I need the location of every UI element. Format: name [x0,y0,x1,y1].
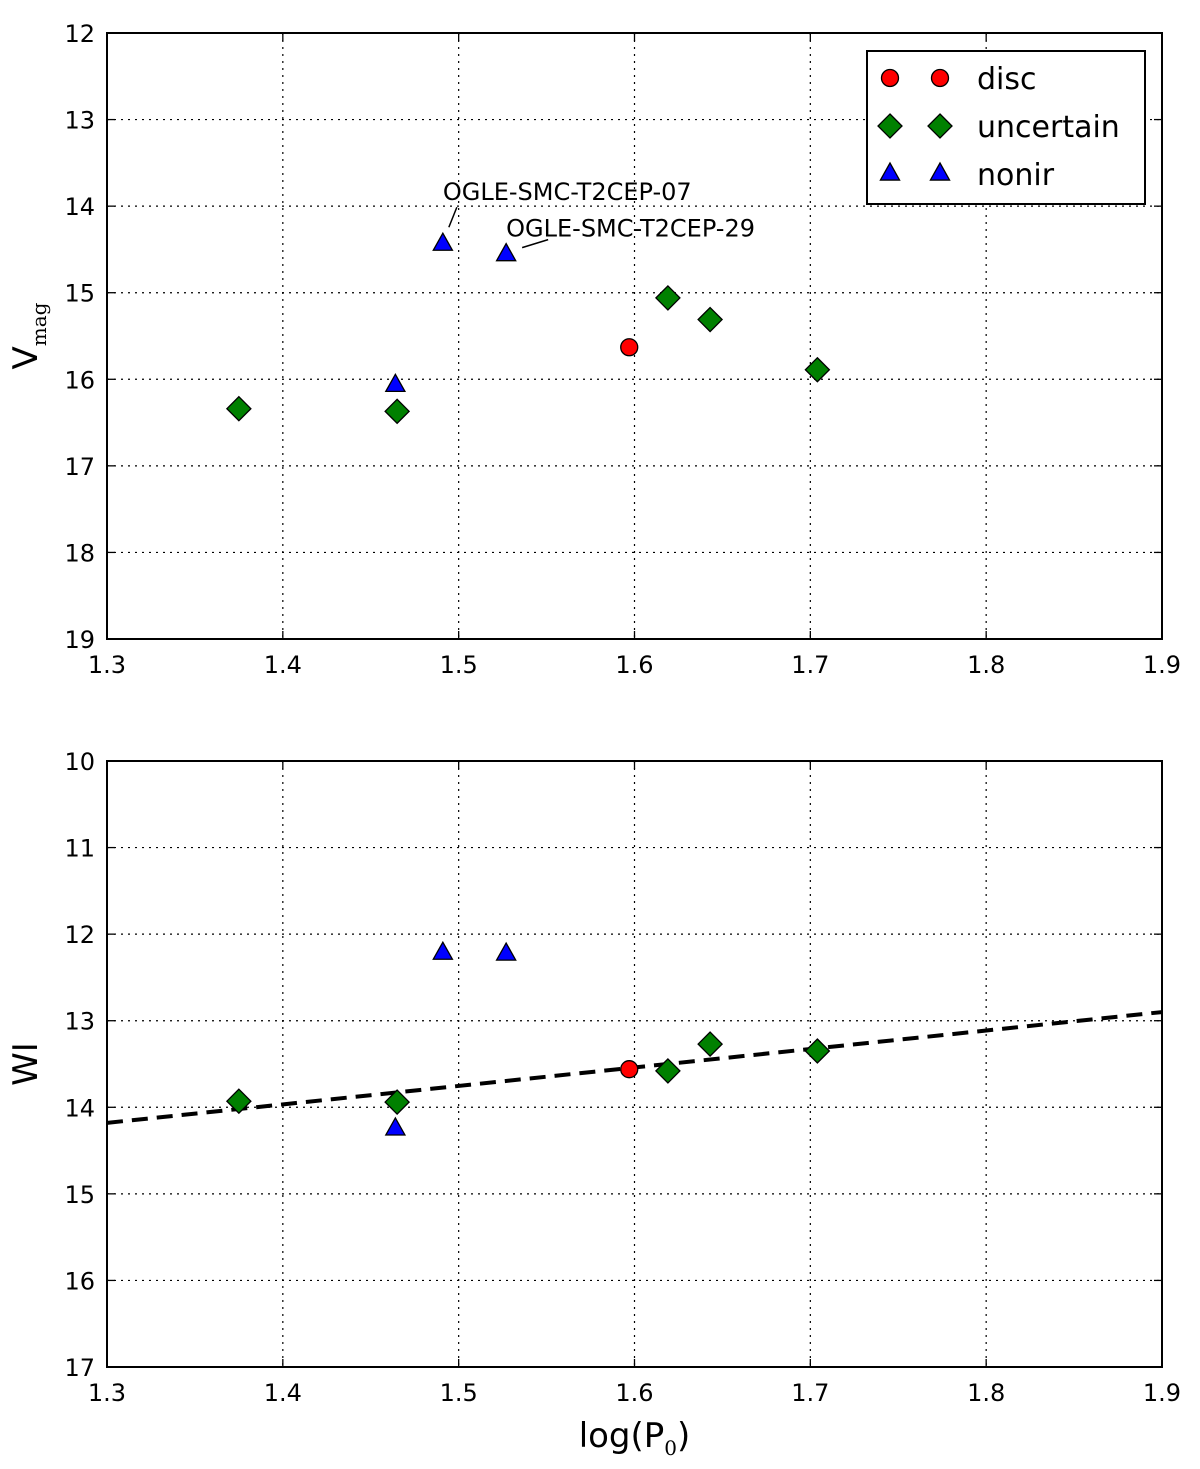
y-tick-label: 19 [64,626,95,654]
annotation-leader [448,206,458,228]
legend-label: uncertain [977,110,1120,145]
disc-point [620,338,639,357]
x-tick-label: 1.6 [615,1379,653,1407]
uncertain-point [384,1089,411,1116]
y-tick-label: 17 [64,453,95,481]
uncertain-point [384,398,411,425]
disc-point [620,1060,639,1079]
uncertain-point [225,395,252,422]
y-tick-label: 14 [64,1094,95,1122]
y-tick-label: 15 [64,1181,95,1209]
uncertain-point [804,1038,831,1064]
x-axis-label-main: log(P [579,1416,665,1456]
x-tick-label: 1.7 [791,1379,829,1407]
legend-marker [930,68,950,88]
y-axis-label: WI [6,1042,46,1086]
uncertain-point [225,1088,252,1115]
legend-marker [877,113,903,139]
legend-marker [879,161,901,181]
uncertain-point [697,306,724,333]
nonir-point [384,373,407,393]
y-tick-label: 13 [64,1008,95,1036]
legend-marker [927,113,953,139]
x-tick-label: 1.7 [791,651,829,679]
chart-1: 1.3 1.4 1.5 1.6 1.7 1.8 1.9 12 13 14 15 16 17 18 19 OGL… [6,20,1181,679]
x-tick-label: 1.5 [440,651,478,679]
legend-label: disc [977,62,1037,97]
x-tick-label: 1.8 [967,651,1005,679]
uncertain-point [654,284,681,311]
x-tick-label: 1.8 [967,1379,1005,1407]
legend-item-nonir: nonir [879,158,1055,193]
x-tick-label: 1.6 [615,651,653,679]
legend: disc uncertain nonir [866,50,1146,205]
annotation-label: OGLE-SMC-T2CEP-07 [443,178,692,206]
axes-frame [106,760,1163,1368]
y-tick-label: 11 [64,835,95,863]
nonir-point [432,940,454,960]
y-tick-label: 12 [64,20,95,48]
chart-2: 1.3 1.4 1.5 1.6 1.7 1.8 1.9 10 11 12 13 14 15 16 17 WI l… [6,748,1181,1460]
y-tick-label: 17 [64,1354,95,1382]
y-tick-label: 18 [64,539,95,567]
annotation-label: OGLE-SMC-T2CEP-29 [506,215,755,243]
x-axis-label-sub: 0 [664,1436,677,1460]
legend-item-disc: disc [880,62,1037,97]
nonir-point [495,941,517,961]
x-axis-label-suffix: ) [677,1416,690,1456]
x-tick-label: 1.4 [264,1379,302,1407]
y-tick-label: 14 [64,193,95,221]
x-tick-label: 1.3 [88,1379,126,1407]
x-tick-label: 1.9 [1143,1379,1181,1407]
nonir-point [495,242,517,262]
y-tick-label: 16 [64,366,95,394]
y-tick-label: 16 [64,1267,95,1295]
y-axis-label-main: V [6,346,46,369]
nonir-point [384,1116,407,1136]
y-axis-label-main: WI [6,1042,46,1086]
uncertain-point [804,356,831,383]
y-tick-label: 13 [64,107,95,135]
y-axis-label-sub: mag [27,302,51,346]
x-tick-label: 1.9 [1143,651,1181,679]
x-tick-label: 1.3 [88,651,126,679]
y-tick-label: 15 [64,280,95,308]
legend-box [866,50,1146,205]
x-axis-label: log(P0) [579,1416,691,1460]
nonir-point [432,231,454,251]
legend-marker [880,68,900,88]
x-tick-label: 1.5 [440,1379,478,1407]
legend-label: nonir [977,158,1055,193]
uncertain-point [697,1031,724,1058]
annotation-leader [521,238,549,249]
y-tick-label: 10 [64,748,95,776]
legend-item-uncertain: uncertain [877,110,1120,145]
axes-frame [106,32,1163,640]
x-tick-label: 1.4 [264,651,302,679]
uncertain-point [654,1058,681,1084]
y-tick-label: 12 [64,921,95,949]
y-axis-label: Vmag [6,302,51,369]
legend-marker [929,161,951,181]
